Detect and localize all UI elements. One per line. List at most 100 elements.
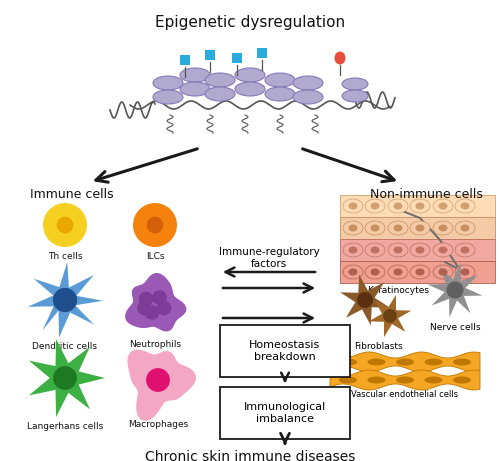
Ellipse shape [339, 377, 357, 384]
Ellipse shape [388, 199, 408, 213]
Text: Epigenetic dysregulation: Epigenetic dysregulation [155, 15, 345, 30]
Ellipse shape [235, 82, 265, 96]
Ellipse shape [455, 265, 475, 279]
Ellipse shape [368, 377, 386, 384]
Polygon shape [29, 339, 105, 417]
Ellipse shape [460, 247, 469, 254]
Ellipse shape [365, 221, 385, 235]
Ellipse shape [416, 268, 424, 276]
Text: Th cells: Th cells [48, 252, 82, 261]
Circle shape [358, 293, 372, 307]
Ellipse shape [293, 90, 323, 104]
Ellipse shape [205, 87, 235, 101]
Ellipse shape [153, 76, 183, 90]
Circle shape [153, 291, 166, 304]
Ellipse shape [343, 243, 363, 257]
Polygon shape [428, 263, 482, 318]
Ellipse shape [394, 202, 402, 209]
Ellipse shape [343, 265, 363, 279]
Ellipse shape [342, 78, 368, 90]
Ellipse shape [433, 221, 453, 235]
Polygon shape [125, 273, 186, 331]
Ellipse shape [460, 202, 469, 209]
Polygon shape [128, 349, 196, 421]
Ellipse shape [424, 359, 442, 366]
Ellipse shape [453, 359, 471, 366]
Circle shape [146, 306, 158, 319]
Ellipse shape [455, 221, 475, 235]
Ellipse shape [438, 268, 448, 276]
Polygon shape [330, 352, 480, 372]
Ellipse shape [348, 268, 358, 276]
Ellipse shape [388, 243, 408, 257]
Polygon shape [340, 275, 390, 325]
Ellipse shape [293, 76, 323, 90]
Circle shape [54, 367, 76, 389]
Circle shape [158, 301, 170, 314]
Circle shape [133, 203, 177, 247]
Ellipse shape [433, 243, 453, 257]
Bar [340, 239, 495, 261]
Ellipse shape [180, 82, 210, 96]
Ellipse shape [438, 202, 448, 209]
Text: Langerhans cells: Langerhans cells [27, 422, 103, 431]
Ellipse shape [348, 202, 358, 209]
Ellipse shape [334, 52, 345, 65]
Text: Immunological
imbalance: Immunological imbalance [244, 402, 326, 424]
Bar [340, 217, 495, 239]
Ellipse shape [455, 199, 475, 213]
Polygon shape [28, 262, 103, 337]
Ellipse shape [343, 199, 363, 213]
Ellipse shape [460, 268, 469, 276]
Circle shape [54, 289, 76, 311]
Ellipse shape [416, 202, 424, 209]
Ellipse shape [410, 265, 430, 279]
Ellipse shape [433, 199, 453, 213]
Text: Vascular endothelial cells: Vascular endothelial cells [352, 390, 459, 399]
Ellipse shape [396, 359, 414, 366]
Text: Macrophages: Macrophages [128, 420, 188, 429]
Ellipse shape [438, 247, 448, 254]
Ellipse shape [453, 377, 471, 384]
Ellipse shape [205, 73, 235, 87]
Ellipse shape [370, 202, 380, 209]
Ellipse shape [180, 68, 210, 82]
Ellipse shape [368, 359, 386, 366]
Text: Fibroblasts: Fibroblasts [354, 342, 403, 351]
Ellipse shape [396, 377, 414, 384]
Polygon shape [368, 295, 412, 337]
Ellipse shape [394, 225, 402, 231]
Ellipse shape [343, 221, 363, 235]
Text: Dendritic cells: Dendritic cells [32, 342, 98, 351]
Bar [220, 325, 350, 377]
Ellipse shape [455, 243, 475, 257]
Ellipse shape [460, 225, 469, 231]
Circle shape [147, 369, 169, 391]
Ellipse shape [153, 90, 183, 104]
Text: Nerve cells: Nerve cells [430, 323, 480, 332]
Bar [340, 261, 495, 283]
Ellipse shape [235, 68, 265, 82]
Text: Chronic skin immune diseases: Chronic skin immune diseases [145, 450, 355, 461]
Ellipse shape [388, 221, 408, 235]
Bar [340, 195, 495, 217]
Ellipse shape [410, 199, 430, 213]
Ellipse shape [410, 243, 430, 257]
Text: ILCs: ILCs [146, 252, 164, 261]
Bar [220, 387, 350, 439]
Ellipse shape [339, 359, 357, 366]
Text: Non-immune cells: Non-immune cells [370, 188, 483, 201]
Ellipse shape [348, 247, 358, 254]
Ellipse shape [365, 265, 385, 279]
Ellipse shape [370, 225, 380, 231]
Circle shape [43, 203, 87, 247]
Ellipse shape [416, 225, 424, 231]
Text: Immune cells: Immune cells [30, 188, 114, 201]
Circle shape [140, 292, 152, 306]
Ellipse shape [265, 73, 295, 87]
Ellipse shape [388, 265, 408, 279]
Text: Immune-regulatory
factors: Immune-regulatory factors [218, 247, 320, 269]
Ellipse shape [410, 221, 430, 235]
Ellipse shape [438, 225, 448, 231]
Ellipse shape [433, 265, 453, 279]
